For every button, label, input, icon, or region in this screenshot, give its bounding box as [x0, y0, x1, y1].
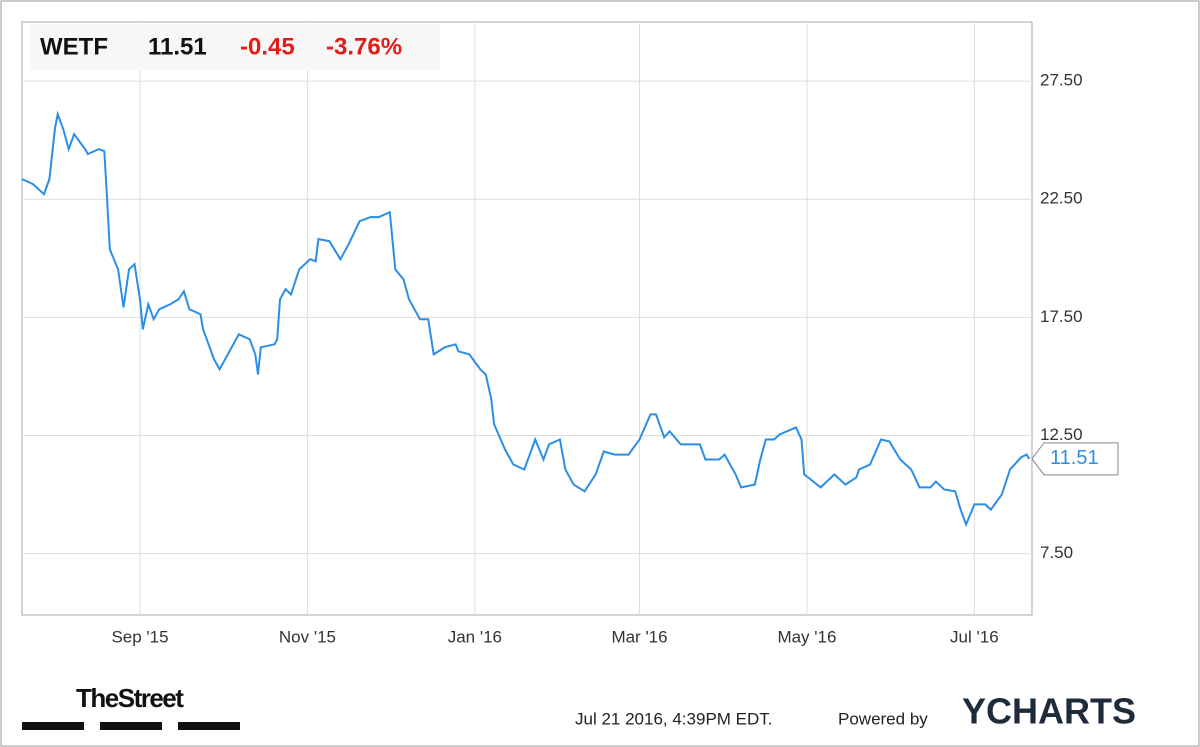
y-tick-label: 22.50: [1040, 189, 1083, 208]
change-pct: -3.76%: [326, 33, 402, 60]
x-tick-label: Nov '15: [279, 627, 336, 646]
change: -0.45: [240, 33, 295, 60]
grid: [22, 22, 1032, 615]
plot-area: [21, 21, 1033, 616]
x-tick-label: Jul '16: [950, 627, 999, 646]
logo-bar: [178, 722, 240, 730]
last-value-callout: [1031, 442, 1119, 476]
y-tick-label: 27.50: [1040, 71, 1083, 90]
marks: [21, 110, 1031, 528]
x-tick-label: May '16: [777, 627, 836, 646]
y-tick-label: 12.50: [1040, 425, 1083, 444]
y-tick-label: 7.50: [1040, 543, 1073, 562]
price: 11.51: [148, 33, 207, 60]
logo-bar: [100, 722, 162, 730]
last-value-label: 11.51: [1050, 447, 1099, 469]
brand-logo: YCHARTS: [962, 691, 1136, 732]
x-tick-label: Jan '16: [448, 627, 502, 646]
logo-bar: [22, 722, 84, 730]
ticker: WETF: [40, 33, 108, 60]
quote-box: [30, 24, 440, 70]
x-tick-label: Sep '15: [111, 627, 168, 646]
price-line: [21, 110, 1031, 528]
source-logo: TheStreet: [76, 683, 184, 713]
powered-by: Powered by: [838, 709, 928, 728]
x-tick-label: Mar '16: [611, 627, 667, 646]
y-tick-label: 17.50: [1040, 307, 1083, 326]
timestamp: Jul 21 2016, 4:39PM EDT.: [575, 709, 773, 728]
